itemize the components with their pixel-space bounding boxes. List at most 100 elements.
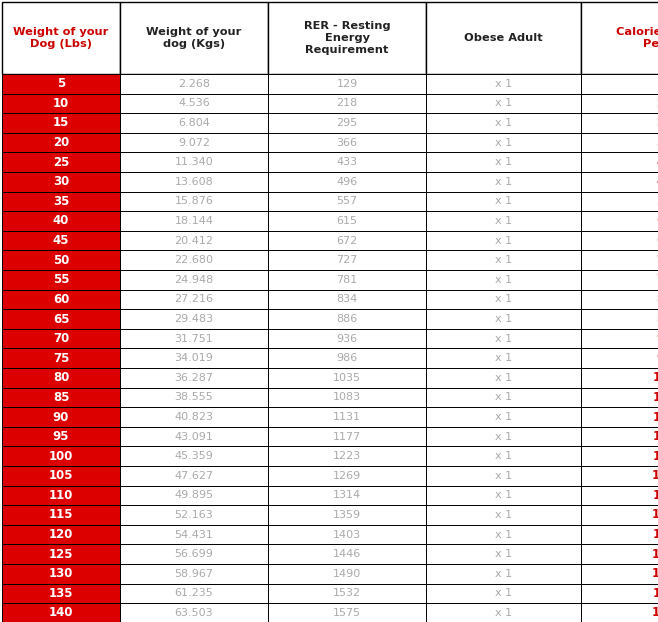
Bar — [426, 74, 581, 93]
Text: 1223: 1223 — [652, 450, 658, 463]
Bar — [2, 309, 120, 329]
Bar — [581, 113, 658, 133]
Bar — [2, 2, 120, 74]
Text: 56.699: 56.699 — [174, 549, 213, 559]
Bar — [2, 544, 120, 564]
Text: 1446: 1446 — [652, 548, 658, 560]
Text: x 1: x 1 — [495, 275, 512, 285]
Bar — [120, 113, 268, 133]
Text: x 1: x 1 — [495, 255, 512, 265]
Bar — [268, 251, 426, 270]
Bar — [581, 407, 658, 427]
Bar — [426, 388, 581, 407]
Bar — [120, 133, 268, 152]
Text: 496: 496 — [336, 177, 358, 187]
Bar — [120, 93, 268, 113]
Bar — [120, 211, 268, 231]
Bar — [120, 388, 268, 407]
Text: x 1: x 1 — [495, 177, 512, 187]
Text: 13.608: 13.608 — [174, 177, 213, 187]
Text: x 1: x 1 — [495, 137, 512, 147]
Text: 1446: 1446 — [333, 549, 361, 559]
Bar — [581, 486, 658, 505]
Text: x 1: x 1 — [495, 236, 512, 246]
Text: 129: 129 — [336, 79, 358, 89]
Text: 1490: 1490 — [652, 567, 658, 580]
Bar — [2, 603, 120, 622]
Bar — [426, 152, 581, 172]
Bar — [120, 486, 268, 505]
Text: 672: 672 — [336, 236, 358, 246]
Bar — [426, 427, 581, 447]
Text: 886: 886 — [336, 314, 358, 324]
Text: 55: 55 — [53, 273, 69, 286]
Text: 1359: 1359 — [333, 510, 361, 520]
Bar — [120, 447, 268, 466]
Bar — [268, 290, 426, 309]
Text: 557: 557 — [656, 195, 658, 208]
Text: 54.431: 54.431 — [174, 529, 213, 540]
Text: 135: 135 — [49, 587, 73, 600]
Bar — [268, 583, 426, 603]
Bar — [268, 486, 426, 505]
Bar — [426, 486, 581, 505]
Bar — [426, 290, 581, 309]
Text: 11.340: 11.340 — [174, 157, 213, 167]
Text: 45.359: 45.359 — [174, 451, 213, 461]
Text: x 1: x 1 — [495, 79, 512, 89]
Bar — [268, 2, 426, 74]
Text: x 1: x 1 — [495, 98, 512, 108]
Bar — [426, 603, 581, 622]
Text: 295: 295 — [336, 118, 358, 128]
Text: 936: 936 — [336, 333, 357, 343]
Text: 6.804: 6.804 — [178, 118, 210, 128]
Text: 1490: 1490 — [333, 569, 361, 579]
Bar — [268, 113, 426, 133]
Text: 115: 115 — [49, 509, 73, 521]
Text: 129: 129 — [656, 77, 658, 90]
Text: 47.627: 47.627 — [174, 471, 214, 481]
Bar — [426, 309, 581, 329]
Text: 38.555: 38.555 — [174, 392, 213, 402]
Bar — [2, 525, 120, 544]
Text: 29.483: 29.483 — [174, 314, 214, 324]
Bar — [268, 407, 426, 427]
Bar — [2, 172, 120, 192]
Bar — [426, 544, 581, 564]
Bar — [268, 388, 426, 407]
Bar — [268, 505, 426, 525]
Bar — [426, 251, 581, 270]
Bar — [268, 152, 426, 172]
Text: Obese Adult: Obese Adult — [464, 33, 543, 43]
Bar — [268, 270, 426, 290]
Bar — [268, 466, 426, 486]
Bar — [426, 172, 581, 192]
Text: 433: 433 — [656, 156, 658, 169]
Text: x 1: x 1 — [495, 197, 512, 207]
Bar — [2, 486, 120, 505]
Bar — [581, 192, 658, 211]
Text: x 1: x 1 — [495, 471, 512, 481]
Bar — [2, 113, 120, 133]
Text: 20: 20 — [53, 136, 69, 149]
Bar — [268, 172, 426, 192]
Bar — [268, 348, 426, 368]
Bar — [268, 544, 426, 564]
Bar — [426, 231, 581, 251]
Text: 5: 5 — [57, 77, 65, 90]
Text: 40.823: 40.823 — [174, 412, 213, 422]
Bar — [581, 447, 658, 466]
Text: 433: 433 — [336, 157, 357, 167]
Text: 1223: 1223 — [333, 451, 361, 461]
Bar — [2, 427, 120, 447]
Bar — [581, 388, 658, 407]
Bar — [426, 329, 581, 348]
Bar — [268, 564, 426, 583]
Bar — [426, 93, 581, 113]
Text: x 1: x 1 — [495, 588, 512, 598]
Text: x 1: x 1 — [495, 432, 512, 442]
Bar — [2, 348, 120, 368]
Bar — [2, 211, 120, 231]
Text: 18.144: 18.144 — [174, 216, 213, 226]
Text: x 1: x 1 — [495, 216, 512, 226]
